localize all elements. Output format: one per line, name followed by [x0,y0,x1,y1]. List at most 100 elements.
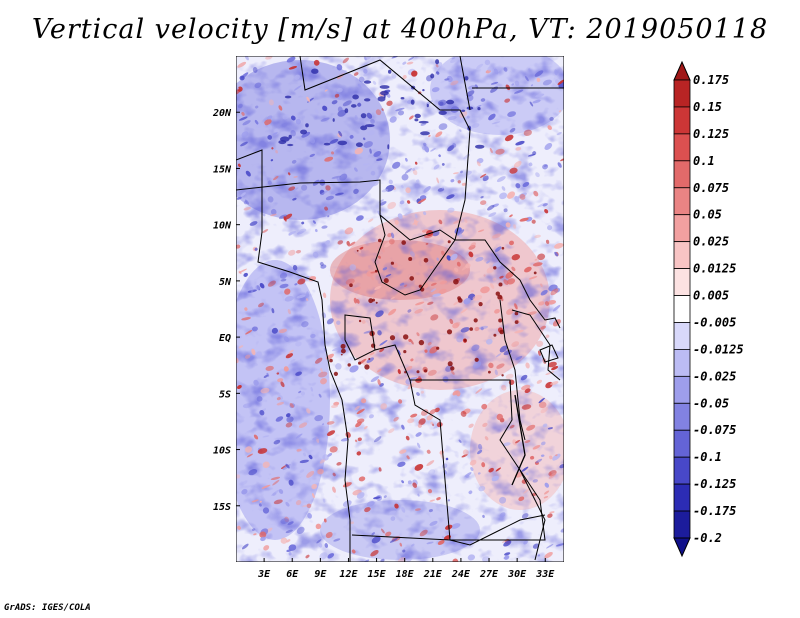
ascent-cell [364,507,371,513]
lon-tick-label: 27E [479,569,499,580]
ascent-cell [540,325,547,330]
colorbar-label: 0.15 [693,100,722,114]
ascent-cell [407,418,415,424]
colorbar-label: 0.175 [693,73,729,87]
ascent-cell [332,486,336,493]
subsidence-cell [270,208,277,215]
ascent-cell [494,308,500,314]
lon-tick-label: 18E [396,569,415,580]
zambia-zimbabwe-border [449,514,546,546]
coastlines-borders [236,56,564,562]
subsidence-cell [357,83,362,89]
subsidence-cell [327,553,335,559]
subsidence-cell [241,489,248,495]
ascent-cell [476,161,481,167]
subsidence-cell [308,454,313,460]
subsidence-cell [336,87,343,93]
lon-tick-label: 3E [257,569,271,580]
subsidence-cell [402,61,407,65]
subsidence-cell [368,414,374,419]
ascent-cell [549,511,555,514]
ascent-cell [306,96,310,102]
subsidence-cell [532,99,541,104]
subsidence-cell [288,479,294,486]
ascent-cell [519,194,526,200]
subsidence-cell [501,186,506,191]
subsidence-cell [271,489,280,497]
ascent-cell [469,459,477,466]
subsidence-cell [349,134,354,139]
subsidence-cell [240,192,246,197]
ascent-cell [557,79,564,85]
grads-credit: GrADS: IGES/COLA [4,603,91,613]
subsidence-cell [540,289,548,296]
subsidence-cell [547,225,553,231]
subsidence-cell [307,179,312,185]
ascent-cell [417,423,422,428]
subsidence-cell [483,388,492,393]
subsidence-cell [287,521,294,526]
subsidence-cell [318,393,322,398]
subsidence-cell [284,295,294,302]
lon-tick-label: 21E [423,569,443,580]
ascent-cell [324,89,328,92]
subsidence-cell [450,179,455,183]
subsidence-cell [404,211,412,217]
ascent-cell [453,300,460,306]
lat-tick-label: 10N [213,221,232,232]
strong-ascent-cell [349,283,353,288]
strong-subsidence-cell [464,76,469,81]
subsidence-cell [250,286,254,293]
colorbar-swatch [673,456,691,485]
subsidence-cell [329,138,339,144]
ascent-cell [547,361,557,368]
lat-tick-label: EQ [219,333,231,344]
subsidence-cell [273,128,279,133]
subsidence-cell [272,132,278,136]
ascent-cell [262,229,269,233]
subsidence-cell [430,147,436,152]
subsidence-cell [290,115,296,121]
ascent-cell [377,368,382,373]
colorbar-label: -0.075 [693,423,736,437]
subsidence-noise-texture [236,56,564,562]
subsidence-cell [476,63,484,70]
subsidence-cell [342,500,352,507]
ascent-cell [540,406,548,414]
ascent-cell [465,263,471,269]
subsidence-cell [266,372,270,377]
subsidence-cell [397,461,406,467]
ascent-cell [406,455,410,460]
subsidence-cell [494,246,502,253]
subsidence-cell [374,436,382,443]
subsidence-cell [544,143,553,150]
subsidence-cell [397,349,401,356]
subsidence-cell [324,543,329,548]
longitude-axis: 3E 6E 9E 12E 15E 18E 21E 24E 27E 30E 33E [257,558,555,580]
colorbar-label: -0.0125 [693,342,744,356]
subsidence-cell [488,113,496,121]
strong-ascent-cell [341,348,346,354]
subsidence-cell [291,159,297,164]
ascent-cell [481,462,486,468]
subsidence-cell [298,390,302,394]
ascent-cell [258,302,264,308]
ascent-cell [428,134,431,138]
ascent-cell [414,161,418,165]
ascent-cell [412,482,418,488]
ascent-cell [470,289,475,293]
ascent-cell [322,292,327,299]
lon-tick-label: 24E [451,569,471,580]
ascent-cell [496,363,505,369]
subsidence-cell [322,498,326,503]
ascent-cell [236,244,241,249]
ascent-cell [480,286,490,294]
subsidence-cell [466,115,470,119]
subsidence-cell [273,439,281,445]
subsidence-cell [440,550,445,555]
subsidence-cell [292,265,298,271]
subsidence-cell [475,256,484,262]
subsidence-cell [423,186,431,193]
ascent-cell [354,405,360,411]
ascent-cell [388,428,395,434]
